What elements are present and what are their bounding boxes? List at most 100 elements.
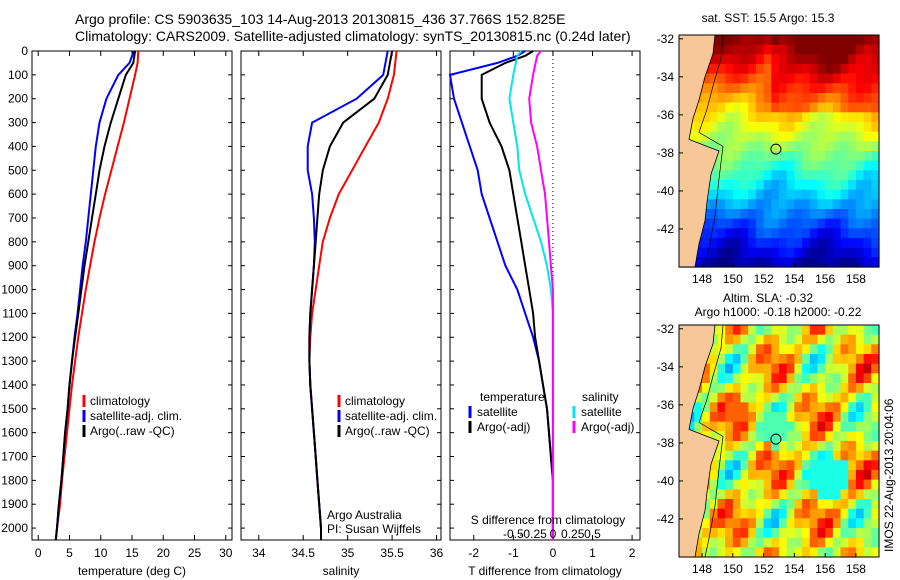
x-tick-label: 35 xyxy=(341,546,355,560)
y-tick-label: -32 xyxy=(657,322,675,336)
y-tick-label: 0 xyxy=(21,44,28,58)
x-tick-label: 5 xyxy=(66,546,73,560)
top-tick-label: 0.25 xyxy=(561,527,585,541)
y-tick-label: 800 xyxy=(8,235,28,249)
y-tick-label: 900 xyxy=(8,259,28,273)
y-tick-label: 600 xyxy=(8,187,28,201)
x-tick-label: 1 xyxy=(589,546,596,560)
y-tick-label: 200 xyxy=(8,92,28,106)
x-tick-label: 0 xyxy=(550,546,557,560)
y-tick-label: 1400 xyxy=(1,378,28,392)
legend-label: satellite xyxy=(477,405,518,419)
x-tick-label: 148 xyxy=(692,562,712,576)
x-tick-label: 25 xyxy=(188,546,202,560)
legend-label: Argo(..raw -QC) xyxy=(90,424,175,438)
y-tick-label: -32 xyxy=(657,32,675,46)
difference-xlabel: T difference from climatology xyxy=(468,564,622,578)
top-tick-label: -0.5 xyxy=(503,527,524,541)
x-tick-label: 30 xyxy=(219,546,233,560)
y-tick-label: 300 xyxy=(8,116,28,130)
y-tick-label: -36 xyxy=(657,398,675,412)
land xyxy=(678,324,720,558)
y-tick-label: 1000 xyxy=(1,283,28,297)
difference-frame xyxy=(449,50,641,541)
salinity-xlabel: salinity xyxy=(323,564,360,578)
x-tick-label: 2 xyxy=(629,546,636,560)
top-tick-label: -0.25 xyxy=(519,527,547,541)
legend-title-salinity: salinity xyxy=(582,390,619,404)
y-tick-label: 1300 xyxy=(1,354,28,368)
sla_map-frame xyxy=(678,324,880,558)
y-tick-label: 1200 xyxy=(1,330,28,344)
y-tick-label: -42 xyxy=(657,222,675,236)
legend-label: climatology xyxy=(90,394,150,408)
x-tick-label: 150 xyxy=(723,272,743,286)
x-tick-label: 20 xyxy=(157,546,171,560)
x-tick-label: 10 xyxy=(94,546,108,560)
x-tick-label: 15 xyxy=(125,546,139,560)
header-line-2: Climatology: CARS2009. Satellite-adjuste… xyxy=(75,28,631,44)
y-tick-label: -36 xyxy=(657,108,675,122)
y-tick-label: 700 xyxy=(8,211,28,225)
header-line-1: Argo profile: CS 5903635_103 14-Aug-2013… xyxy=(75,11,566,27)
legend-label: satellite xyxy=(581,405,622,419)
x-tick-label: 0 xyxy=(35,546,42,560)
argo-position-marker xyxy=(770,143,782,155)
x-tick-label: 148 xyxy=(692,272,712,286)
y-tick-label: 100 xyxy=(8,68,28,82)
sla-map-subtitle: Argo h1000: -0.18 h2000: -0.22 xyxy=(695,305,862,319)
x-tick-label: -1 xyxy=(508,546,519,560)
top-tick-label: 0.5 xyxy=(584,527,601,541)
x-tick-label: -2 xyxy=(468,546,479,560)
x-tick-label: 152 xyxy=(754,562,774,576)
legend-label: Argo(-adj) xyxy=(581,420,634,434)
y-tick-label: -38 xyxy=(657,146,675,160)
sst-map-title: sat. SST: 15.5 Argo: 15.3 xyxy=(702,11,835,25)
x-tick-label: 158 xyxy=(846,562,866,576)
x-tick-label: 34.5 xyxy=(292,546,316,560)
y-tick-label: -42 xyxy=(657,512,675,526)
legend-label: satellite-adj. clim. xyxy=(90,409,182,423)
y-tick-label: 1900 xyxy=(1,497,28,511)
annotation-argo-australia: Argo Australia xyxy=(327,508,402,522)
legend-label: climatology xyxy=(345,394,405,408)
y-tick-label: -34 xyxy=(657,360,675,374)
sla-map-title: Altim. SLA: -0.32 xyxy=(723,291,813,305)
annotation-pi: PI: Susan Wijffels xyxy=(327,522,421,536)
sst_map-frame xyxy=(678,34,880,268)
land xyxy=(678,34,720,268)
y-tick-label: 1800 xyxy=(1,473,28,487)
y-tick-label: -34 xyxy=(657,70,675,84)
y-tick-label: 1600 xyxy=(1,426,28,440)
series-argo-raw-qc- xyxy=(308,50,394,540)
x-tick-label: 154 xyxy=(784,272,804,286)
y-tick-label: 2000 xyxy=(1,521,28,535)
y-tick-label: 500 xyxy=(8,163,28,177)
x-tick-label: 34 xyxy=(252,546,266,560)
isobath xyxy=(698,324,724,558)
x-tick-label: 154 xyxy=(784,562,804,576)
salinity-frame xyxy=(240,50,442,541)
isobath xyxy=(698,34,724,268)
argo-position-marker xyxy=(770,433,782,445)
x-tick-label: 36 xyxy=(430,546,444,560)
legend-label: satellite-adj. clim. xyxy=(345,409,437,423)
x-tick-label: 158 xyxy=(846,272,866,286)
y-tick-label: 1700 xyxy=(1,450,28,464)
temperature-frame xyxy=(31,50,233,541)
x-tick-label: 152 xyxy=(754,272,774,286)
y-tick-label: 1100 xyxy=(2,306,28,320)
x-tick-label: 150 xyxy=(723,562,743,576)
series-argo-adj- xyxy=(528,50,554,540)
series-argo-raw-qc- xyxy=(54,50,137,541)
y-tick-label: 400 xyxy=(8,139,28,153)
legend-title-temperature: temperature xyxy=(480,390,545,404)
x-tick-label: 35.5 xyxy=(380,546,404,560)
y-tick-label: -38 xyxy=(657,436,675,450)
y-tick-label: -40 xyxy=(657,474,675,488)
y-tick-label: -40 xyxy=(657,184,675,198)
legend-label: Argo(-adj) xyxy=(477,420,530,434)
top-tick-label: 0 xyxy=(550,527,557,541)
x-tick-label: 156 xyxy=(815,562,835,576)
